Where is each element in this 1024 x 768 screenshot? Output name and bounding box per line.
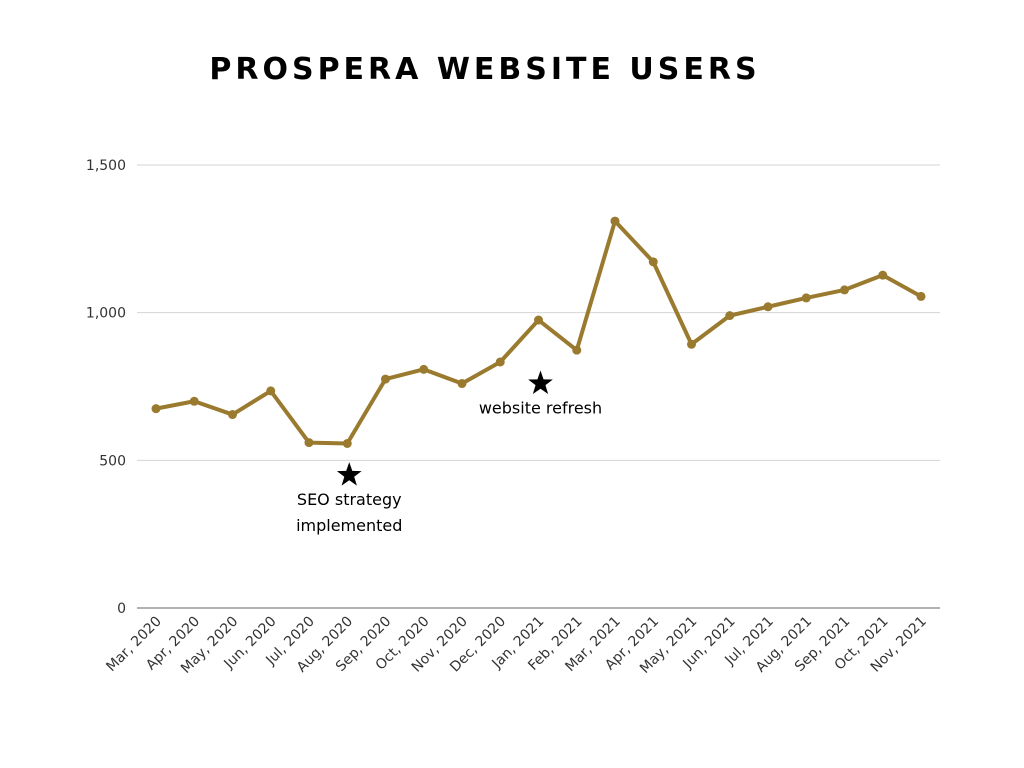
- chart-title: PROSPERA WEBSITE USERS: [209, 52, 761, 87]
- data-point: [304, 438, 314, 448]
- data-point: [495, 357, 505, 367]
- y-tick-label: 1,500: [86, 158, 126, 174]
- annotation-label: SEO strategy: [297, 490, 402, 509]
- data-point: [878, 270, 888, 280]
- data-point: [648, 257, 658, 267]
- star-marker: [528, 370, 553, 395]
- data-point: [381, 374, 390, 384]
- annotation-label: website refresh: [479, 399, 602, 418]
- annotations: SEO strategy implemented website refresh: [296, 370, 602, 535]
- y-tick-label: 500: [99, 453, 126, 469]
- data-point: [840, 285, 849, 295]
- data-point: [189, 396, 199, 406]
- y-tick-label: 1,000: [86, 306, 126, 322]
- data-point: [763, 302, 773, 312]
- data-point: [342, 438, 352, 448]
- data-point: [534, 315, 543, 325]
- y-tick-label: 0: [117, 601, 126, 617]
- data-point: [610, 216, 620, 226]
- data-point: [228, 410, 237, 420]
- data-point: [572, 345, 582, 355]
- data-point: [457, 379, 467, 389]
- data-point: [687, 339, 696, 349]
- y-axis-ticks: 0 500 1,000 1,500: [86, 158, 126, 617]
- data-point: [419, 364, 429, 374]
- data-point: [916, 291, 926, 301]
- star-marker: [336, 462, 362, 486]
- series: [151, 216, 926, 448]
- data-point: [266, 386, 276, 396]
- annotation-label: implemented: [296, 516, 402, 535]
- data-point: [151, 404, 161, 414]
- gridlines: [137, 164, 940, 609]
- data-point: [725, 311, 735, 321]
- data-point: [801, 293, 811, 303]
